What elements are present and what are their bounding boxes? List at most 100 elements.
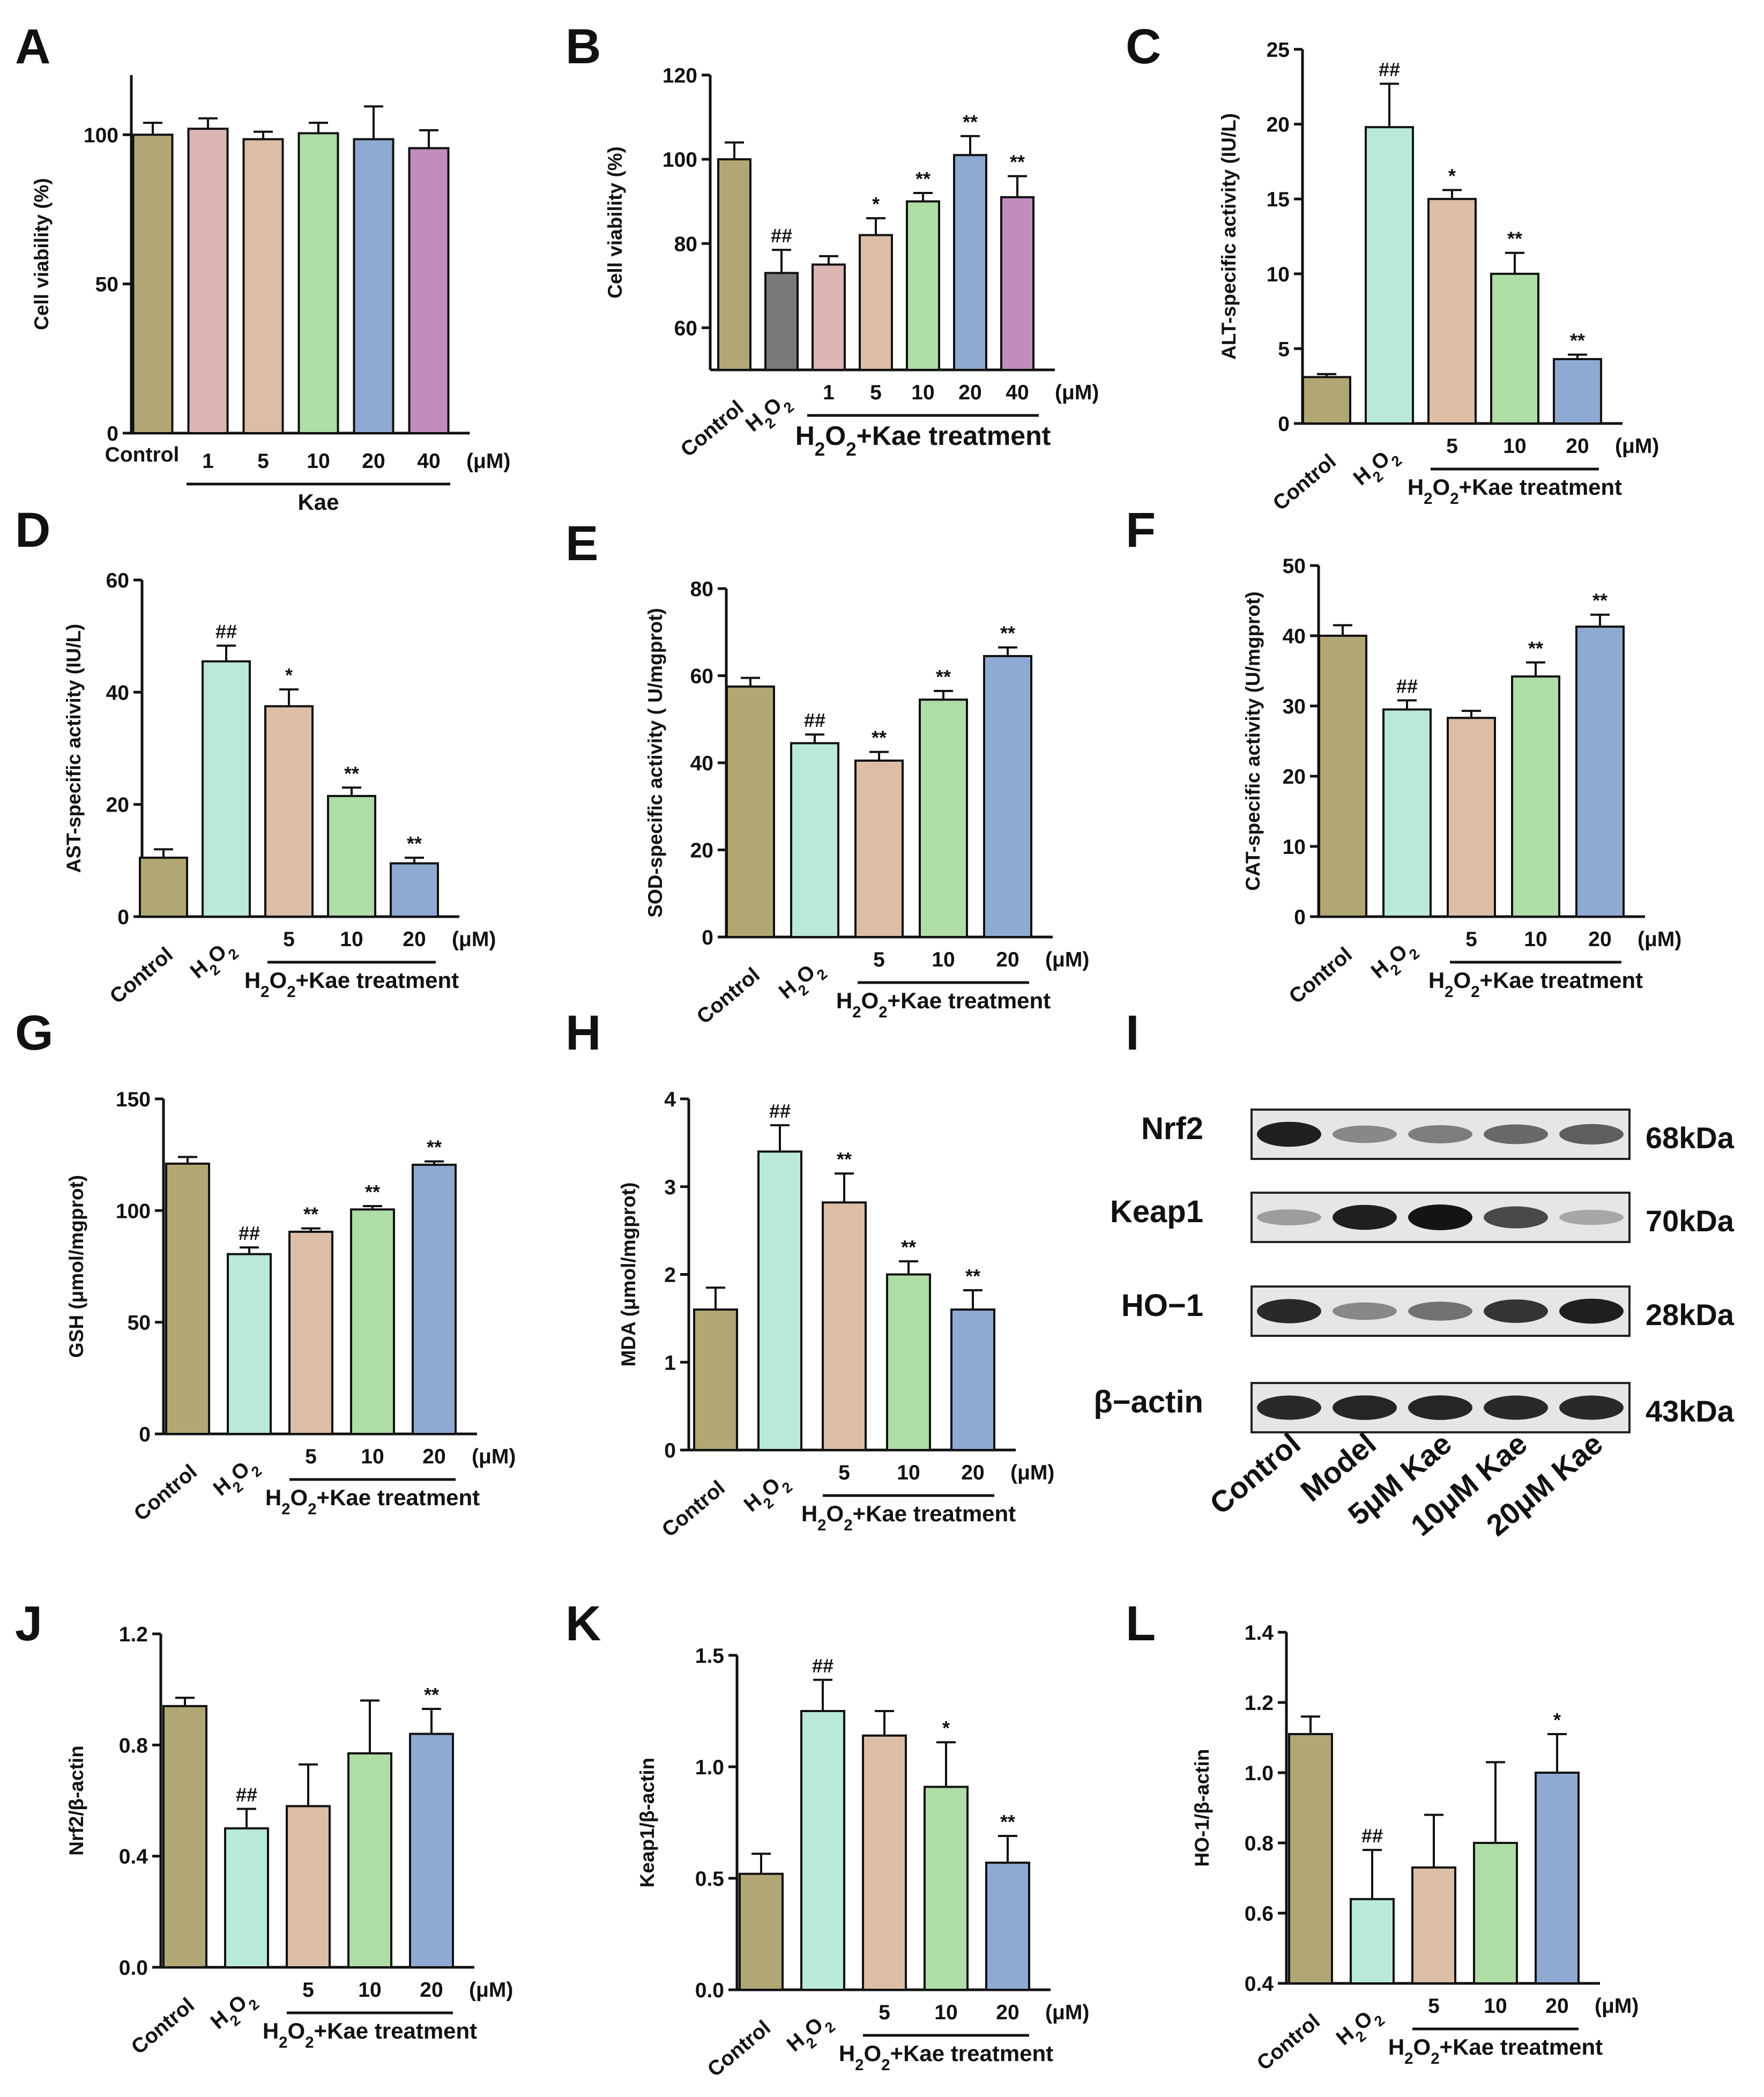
blot-row-2: HO−1 28kDa bbox=[1121, 1285, 1735, 1337]
x-category-label: 10 bbox=[897, 1461, 920, 1484]
y-tick-label: 2 bbox=[664, 1264, 676, 1287]
y-tick-label: 50 bbox=[128, 1312, 151, 1335]
y-tick-label: 1.5 bbox=[695, 1645, 724, 1668]
group-label-part: H bbox=[265, 1485, 281, 1510]
y-tick-label: 1.2 bbox=[119, 1623, 148, 1646]
x-category-label: 40 bbox=[1006, 381, 1029, 404]
x-category-label: H2O2 bbox=[186, 935, 242, 988]
bar-2 bbox=[854, 759, 904, 938]
y-tick-label: 50 bbox=[95, 273, 118, 296]
group-label-part: +Kae treatment bbox=[888, 988, 1051, 1013]
significance-marker: ** bbox=[837, 1148, 852, 1170]
bar-2 bbox=[1427, 198, 1477, 425]
group-label-part: 2 bbox=[287, 983, 295, 1001]
y-axis-label: GSH (μmol/mgprot) bbox=[65, 1175, 87, 1358]
bar-4 bbox=[353, 138, 395, 434]
significance-marker: * bbox=[1448, 165, 1456, 187]
x-category-label: H2O2 bbox=[1332, 2002, 1388, 2055]
significance-marker: ## bbox=[771, 225, 792, 247]
bar-1 bbox=[187, 128, 229, 434]
bar-4 bbox=[412, 1163, 457, 1436]
panel-letter: C bbox=[1126, 19, 1161, 74]
x-category-label: Control bbox=[1285, 943, 1357, 1008]
bar-5 bbox=[953, 154, 987, 371]
y-tick-label: 40 bbox=[106, 681, 129, 704]
y-tick-label: 25 bbox=[1267, 39, 1290, 62]
blot-row-0: Nrf2 68kDa bbox=[1141, 1109, 1735, 1160]
y-tick-label: 0 bbox=[139, 1423, 151, 1446]
bar-2 bbox=[288, 1230, 333, 1436]
x-category-label: 10 bbox=[307, 450, 330, 473]
y-tick-label: 60 bbox=[690, 665, 713, 688]
x-category-label: 10 bbox=[911, 381, 934, 404]
bar-2 bbox=[862, 1734, 907, 1991]
bar-4 bbox=[1575, 625, 1625, 918]
blot-band bbox=[1484, 1395, 1548, 1420]
bar-3 bbox=[859, 234, 893, 371]
blot-band bbox=[1559, 1395, 1624, 1420]
group-label-part: 2 bbox=[308, 1500, 316, 1518]
bar-4 bbox=[1535, 1772, 1580, 1984]
y-axis-label: AST-specific activity (IU/L) bbox=[63, 624, 85, 873]
y-tick-label: 0 bbox=[107, 422, 118, 445]
unit-label: (μM) bbox=[1638, 928, 1681, 951]
significance-marker: ** bbox=[963, 111, 978, 133]
x-category-label: Control bbox=[127, 1994, 199, 2059]
bar-4 bbox=[906, 200, 940, 371]
kda-label: 28kDa bbox=[1646, 1298, 1735, 1332]
group-label: H2O2+Kae treatment bbox=[1388, 2034, 1603, 2068]
bar-1 bbox=[757, 1150, 802, 1451]
y-tick-label: 60 bbox=[106, 569, 129, 592]
y-tick-label: 0 bbox=[117, 906, 129, 929]
significance-marker: ** bbox=[965, 1265, 980, 1287]
panel-g: G 0 50 100 150 GSH (μmol/mgprot) ## ** ** ** Contr… bbox=[15, 1006, 516, 1526]
group-label-part: +Kae treatment bbox=[1480, 968, 1643, 993]
lane-label: Control bbox=[1203, 1426, 1307, 1521]
bar-3 bbox=[347, 1752, 392, 1968]
bar-0 bbox=[1302, 376, 1351, 425]
significance-marker: ## bbox=[804, 709, 825, 731]
x-category-label: 10 bbox=[1503, 435, 1526, 458]
x-category-label: H2O2 bbox=[206, 1986, 262, 2039]
bar-3 bbox=[1511, 675, 1560, 918]
group-label-part: H bbox=[1428, 968, 1445, 993]
group-label-part: 2 bbox=[852, 1003, 861, 1021]
protein-label: Keap1 bbox=[1110, 1194, 1203, 1229]
blot-band bbox=[1257, 1395, 1321, 1420]
unit-label: (μM) bbox=[1010, 1461, 1054, 1484]
group-label-part: 2 bbox=[1471, 983, 1479, 1001]
significance-marker: ** bbox=[1570, 330, 1585, 352]
panel-letter: B bbox=[565, 19, 601, 74]
x-category-label: Control bbox=[130, 1460, 202, 1526]
group-label-part: +Kae treatment bbox=[1459, 474, 1622, 500]
x-category-label: Control bbox=[1269, 450, 1341, 515]
y-tick-label: 100 bbox=[84, 124, 118, 147]
blot-band bbox=[1333, 1204, 1397, 1230]
y-axis-label: Cell viability (%) bbox=[31, 178, 53, 330]
y-tick-label: 1.4 bbox=[1245, 1622, 1274, 1645]
x-category-label: Control bbox=[703, 2016, 775, 2081]
group-label-part: H bbox=[839, 2041, 855, 2066]
group-label-part: 2 bbox=[1445, 983, 1453, 1001]
blot-row-3: β−actin 43kDa bbox=[1093, 1382, 1735, 1433]
x-category-label: Control bbox=[105, 443, 180, 466]
x-category-label: 5 bbox=[257, 450, 269, 473]
group-label-part: H bbox=[836, 988, 852, 1013]
x-category-label: 20 bbox=[422, 1445, 445, 1468]
y-axis-label: Keap1/β-actin bbox=[636, 1758, 658, 1888]
y-tick-label: 5 bbox=[1278, 338, 1290, 361]
group-label-part: 2 bbox=[1450, 490, 1458, 508]
blot-band bbox=[1484, 1206, 1548, 1229]
panel-letter: D bbox=[15, 503, 50, 557]
panel-f: F 0 10 20 30 40 50 CAT-specific activity (U/mgp… bbox=[1126, 503, 1681, 1008]
panel-letter: G bbox=[15, 1006, 54, 1060]
panel-letter: K bbox=[565, 1596, 601, 1651]
bar-4 bbox=[950, 1308, 995, 1451]
group-label-part: 2 bbox=[879, 1003, 887, 1021]
bar-3 bbox=[350, 1208, 395, 1435]
group-label: H2O2+Kae treatment bbox=[801, 1501, 1016, 1534]
x-category-label: H2O2 bbox=[1349, 442, 1405, 495]
